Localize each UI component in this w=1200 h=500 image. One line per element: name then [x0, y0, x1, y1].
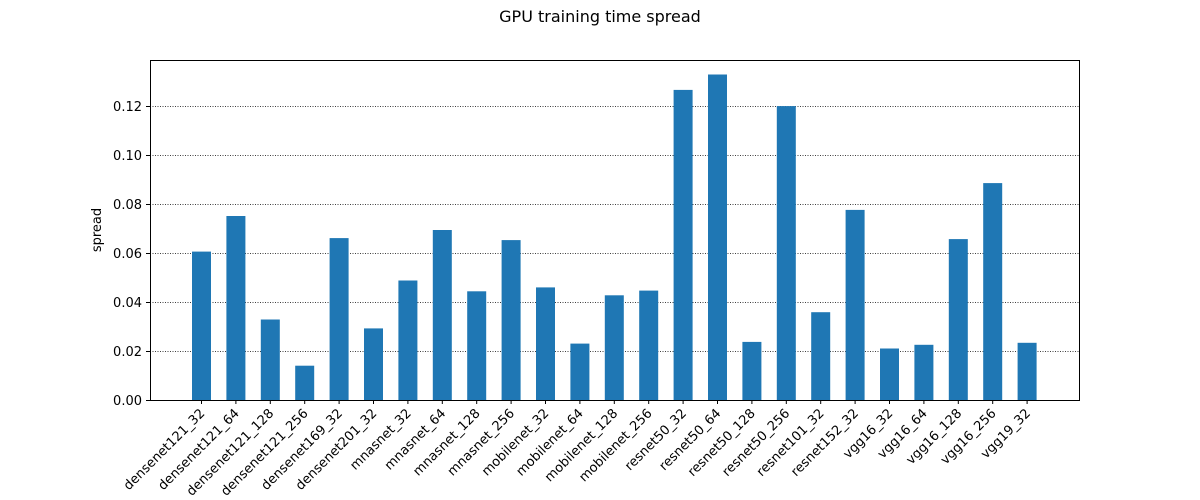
- bar-vgg16_32: [880, 348, 899, 400]
- plot-frame: [150, 60, 1080, 401]
- y-tick-label: 0.08: [113, 198, 142, 213]
- bar-mnasnet_32: [398, 280, 418, 400]
- x-axis-ticks: densenet121_32densenet121_64densenet121_…: [121, 400, 1034, 499]
- bar-mobilenet_32: [536, 287, 555, 400]
- bar-mnasnet_256: [501, 240, 521, 400]
- bar-resnet50_256: [776, 106, 796, 400]
- y-tick-label: 0.00: [113, 394, 142, 409]
- bar-resnet50_64: [708, 74, 727, 400]
- bar-vgg16_64: [914, 344, 934, 400]
- bar-densenet121_32: [192, 251, 211, 400]
- bar-densenet121_128: [260, 319, 280, 400]
- bar-mnasnet_128: [467, 291, 487, 400]
- y-axis-ticks: 0.00 0.02 0.04 0.06 0.08 0.10 0.12: [113, 100, 150, 409]
- bar-resnet101_32: [811, 312, 831, 400]
- bar-mobilenet_128: [604, 295, 624, 400]
- y-tick-label: 0.04: [113, 296, 142, 311]
- bar-densenet121_64: [226, 216, 246, 400]
- y-tick-label: 0.06: [113, 247, 142, 262]
- bar-densenet201_32: [364, 328, 383, 400]
- bar-vgg16_128: [948, 239, 968, 400]
- y-tick-label: 0.02: [113, 345, 142, 360]
- y-tick-label: 0.12: [113, 100, 142, 115]
- bar-vgg19_32: [1017, 342, 1037, 400]
- chart-title: GPU training time spread: [499, 7, 701, 26]
- bar-vgg16_256: [983, 183, 1003, 400]
- bar-mobilenet_64: [570, 343, 590, 400]
- bar-densenet121_256: [295, 365, 315, 400]
- bar-mnasnet_64: [432, 230, 452, 400]
- y-tick-label: 0.10: [113, 149, 142, 164]
- bar-mobilenet_256: [639, 290, 659, 400]
- bars: [192, 74, 1037, 401]
- y-axis-label: spread: [90, 208, 105, 252]
- bar-densenet169_32: [329, 238, 349, 400]
- bar-resnet50_32: [673, 89, 693, 401]
- bar-resnet50_128: [742, 341, 762, 400]
- bar-resnet152_32: [845, 209, 865, 400]
